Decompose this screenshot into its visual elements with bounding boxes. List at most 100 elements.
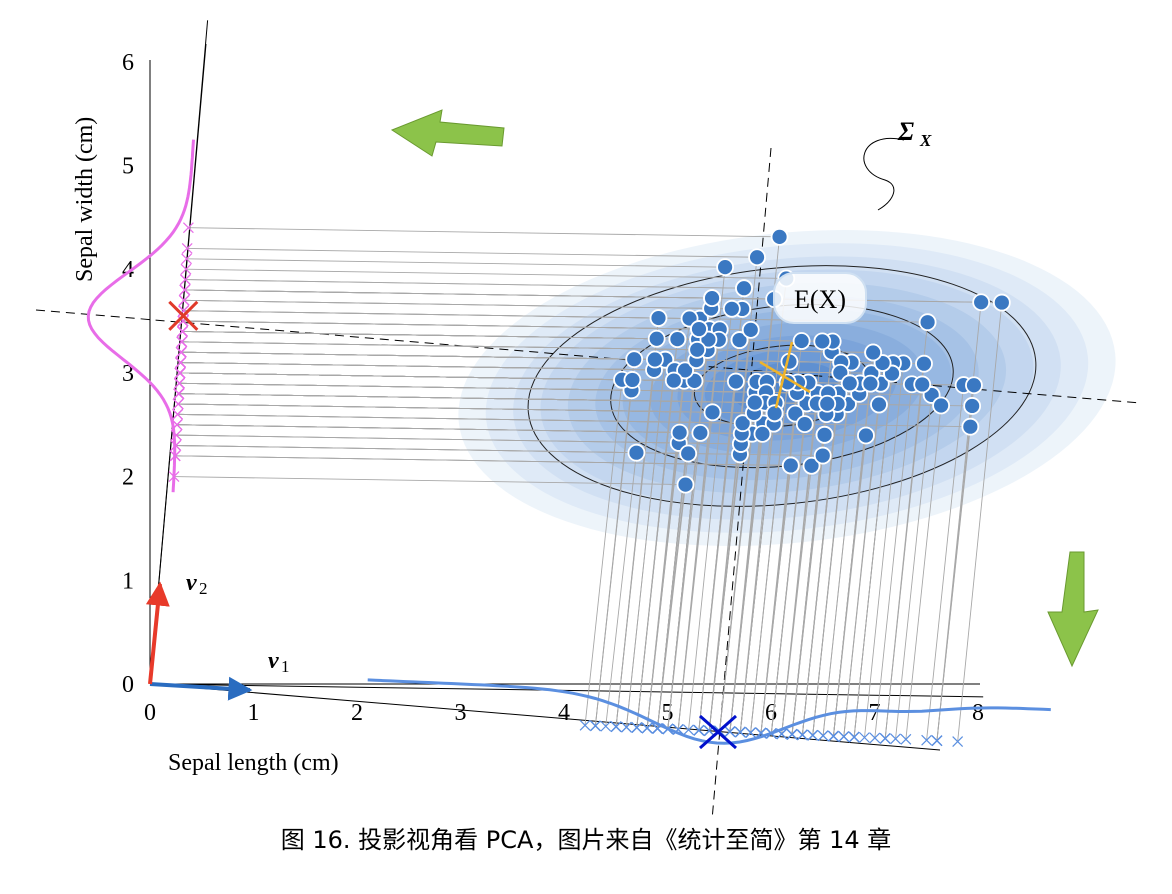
data-point (716, 258, 734, 277)
x-projection-marker (879, 732, 891, 744)
x-projection-marker (838, 731, 850, 743)
data-point (668, 330, 687, 349)
x-projection-marker (745, 727, 757, 738)
cov-label-sub: X (919, 131, 932, 150)
projection-line-x (812, 383, 851, 736)
x-projection-marker (641, 722, 653, 734)
x-tick-label: 8 (972, 700, 984, 726)
x-projection-marker (807, 729, 819, 741)
projection-line-x (708, 423, 744, 731)
x-projection-marker (579, 719, 591, 731)
data-point (745, 393, 764, 412)
data-point (688, 340, 707, 359)
projection-line-x (657, 453, 689, 729)
mean-label-box (773, 272, 867, 324)
x-tick-label: 3 (455, 700, 467, 726)
v1-label-sub: 1 (281, 657, 290, 676)
x-tick-label: 7 (869, 700, 881, 726)
y-projection-marker (180, 263, 192, 275)
y-projection-marker (179, 274, 191, 285)
projection-line-y (176, 434, 741, 445)
y-tick-label: 2 (122, 465, 134, 491)
data-point (733, 414, 752, 433)
projection-line-x (905, 405, 942, 740)
data-point (861, 374, 880, 393)
y-axis-title: Sepal width (cm) (72, 117, 98, 282)
data-point (815, 425, 834, 444)
y-projection-marker (172, 398, 184, 410)
y-tick-label: 1 (122, 568, 134, 594)
data-point (795, 415, 814, 434)
projection-line-y (178, 393, 828, 405)
v1-vector (149, 676, 253, 701)
x-axis-title: Sepal length (cm) (168, 750, 339, 776)
data-point (857, 426, 875, 445)
data-point (722, 299, 741, 318)
projection-line-x (698, 381, 737, 731)
data-point (623, 371, 642, 389)
data-point (735, 279, 753, 298)
v2-direction-line (149, 43, 207, 685)
x-tick-label: 0 (144, 700, 156, 726)
projection-line-x (729, 433, 763, 732)
projection-line-x (884, 384, 923, 739)
mean-label: E(X) (794, 285, 846, 314)
projection-line-y (176, 424, 825, 436)
y-density-curve (86, 139, 195, 493)
projection-line-x (626, 359, 666, 728)
projection-line-x (853, 373, 893, 738)
data-point (864, 343, 883, 362)
y-projection-marker (175, 346, 187, 358)
data-point (913, 375, 932, 394)
projection-line-y (185, 279, 745, 289)
y-projection-marker (175, 357, 187, 368)
data-point (741, 320, 760, 339)
projection-line-x (843, 362, 884, 737)
projection-line-y (177, 413, 805, 425)
y-projection-marker (174, 367, 186, 379)
data-point (647, 329, 666, 348)
projection-line-y (184, 299, 732, 310)
projection-line-x (770, 424, 806, 734)
x-projection-marker (890, 733, 901, 745)
y-projection-marker (181, 243, 193, 254)
data-point (840, 374, 859, 393)
x-projection-marker (828, 730, 839, 742)
overlays (86, 139, 1051, 750)
down-arrow-icon (1047, 551, 1099, 668)
x-projection-marker (921, 734, 933, 746)
data-point (965, 376, 983, 395)
y-projection-marker (181, 253, 193, 265)
x-tick-label: 1 (248, 700, 260, 726)
x-projection-marker (817, 730, 829, 742)
projection-line-x (760, 382, 799, 734)
data-point (703, 289, 721, 308)
v2-label: v (186, 570, 197, 596)
x-projection-marker (952, 736, 964, 747)
data-point (625, 350, 644, 369)
projection-line-y (188, 227, 780, 238)
y-tick-label: 0 (122, 672, 134, 698)
data-point (781, 456, 800, 475)
cov-contour (527, 265, 1037, 507)
projection-line-y (180, 362, 893, 375)
projection-line-x (615, 359, 656, 727)
y-tick-label: 6 (122, 50, 134, 76)
projection-line-y (186, 258, 726, 268)
data-point (818, 394, 837, 413)
x-projection-marker (869, 732, 881, 744)
y-projection-marker (172, 408, 184, 420)
projection-line-x (646, 432, 681, 729)
projection-line-x (750, 382, 789, 733)
data-point (649, 309, 668, 327)
projection-line-x (791, 434, 825, 735)
data-point (932, 396, 950, 415)
y-projection-marker (173, 377, 185, 389)
projection-line-x (739, 413, 776, 733)
y-projection-marker (179, 284, 191, 296)
data-point (813, 332, 832, 351)
x-projection-marker (900, 733, 912, 745)
cov-label-leader (863, 137, 905, 211)
